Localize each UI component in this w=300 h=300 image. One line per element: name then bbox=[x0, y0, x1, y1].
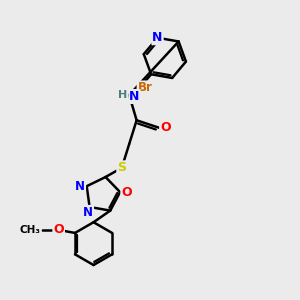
Text: N: N bbox=[152, 31, 163, 44]
Text: N: N bbox=[129, 90, 140, 103]
Text: O: O bbox=[160, 121, 171, 134]
Text: CH₃: CH₃ bbox=[20, 225, 41, 235]
Text: N: N bbox=[83, 206, 93, 219]
Text: H: H bbox=[118, 90, 127, 100]
Text: O: O bbox=[53, 224, 64, 236]
Text: N: N bbox=[75, 180, 85, 193]
Text: O: O bbox=[121, 186, 132, 199]
Text: S: S bbox=[117, 161, 126, 174]
Text: Br: Br bbox=[138, 81, 152, 94]
